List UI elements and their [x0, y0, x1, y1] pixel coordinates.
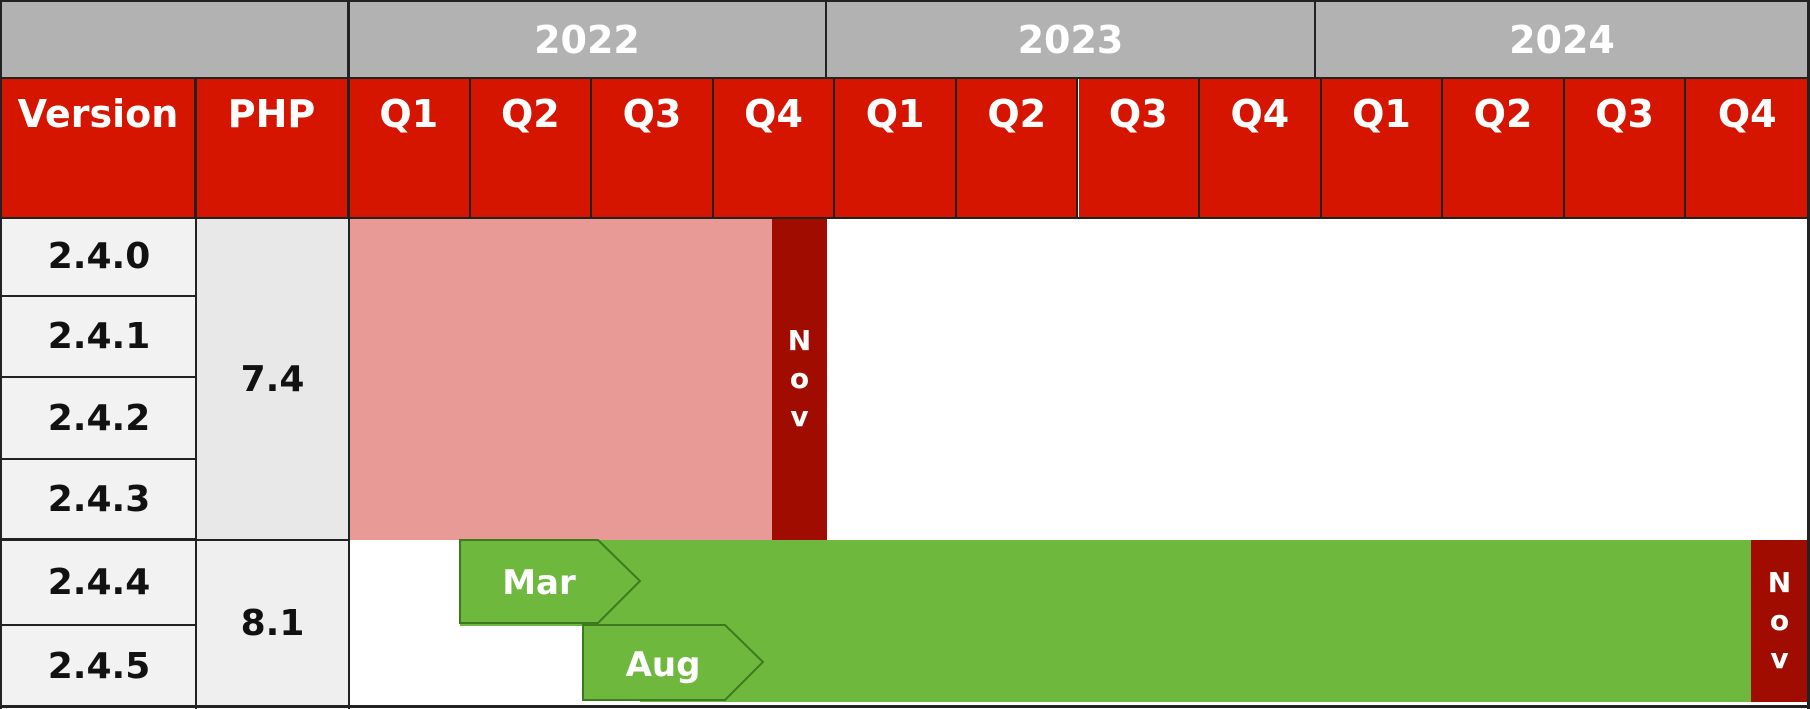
quarter-header-2023-q1: Q1	[835, 78, 957, 218]
quarter-header-2024-q4: Q4	[1686, 78, 1808, 218]
quarter-header-2023-q4: Q4	[1200, 78, 1322, 218]
eol-label-n: N	[1767, 566, 1792, 599]
quarter-header-2022-q1: Q1	[349, 78, 471, 218]
php-8.1-support-bar-top	[460, 540, 650, 626]
quarter-header-2022-q4: Q4	[713, 78, 836, 218]
eol-label-v: v	[790, 400, 809, 433]
quarter-header-2022-q3: Q3	[592, 78, 714, 218]
php-8.1-end-of-life-marker: N o v	[1751, 540, 1808, 702]
eol-label-o: o	[1769, 604, 1790, 637]
year-header-2023: 2023	[827, 2, 1316, 78]
quarter-header-2023-q2: Q2	[956, 78, 1079, 218]
eol-label-o: o	[789, 362, 810, 395]
version-cell-2.4.0: 2.4.0	[2, 218, 196, 297]
eol-label-n: N	[787, 324, 812, 357]
quarter-header-2024-q3: Q3	[1564, 78, 1687, 218]
grid-line-php-timeline	[348, 0, 350, 709]
grid-line-left	[0, 0, 2, 709]
grid-line-php-divider	[0, 539, 349, 541]
php-cell-8.1: 8.1	[196, 540, 349, 707]
php-cell-7.4: 7.4	[196, 218, 349, 540]
grid-line-body-divider	[0, 217, 1810, 219]
php-8.1-support-bar	[640, 540, 1751, 702]
version-cell-2.4.5: 2.4.5	[2, 626, 196, 707]
year-header-2022: 2022	[349, 2, 827, 78]
version-cell-2.4.1: 2.4.1	[2, 297, 196, 378]
quarter-header-2023-q3: Q3	[1078, 78, 1201, 218]
version-cell-2.4.2: 2.4.2	[2, 378, 196, 460]
year-header-2024: 2024	[1316, 2, 1808, 78]
version-column-header: Version	[2, 78, 196, 218]
quarter-header-2024-q2: Q2	[1443, 78, 1565, 218]
grid-line-right	[1807, 0, 1810, 709]
version-cell-2.4.4: 2.4.4	[2, 540, 196, 626]
quarter-header-2024-q1: Q1	[1321, 78, 1444, 218]
grid-line-version-php	[195, 78, 197, 709]
quarter-header-2022-q2: Q2	[470, 78, 593, 218]
version-cell-2.4.3: 2.4.3	[2, 460, 196, 540]
php-column-header: PHP	[196, 78, 349, 218]
grid-line-header-divider	[0, 77, 1810, 79]
grid-line-bottom	[0, 705, 1810, 708]
php-7.4-support-bar	[349, 218, 772, 540]
eol-label-v: v	[1770, 642, 1789, 675]
blank-corner	[2, 2, 349, 78]
grid-line-top	[0, 0, 1810, 2]
php-7.4-end-of-life-marker: N o v	[772, 218, 827, 540]
